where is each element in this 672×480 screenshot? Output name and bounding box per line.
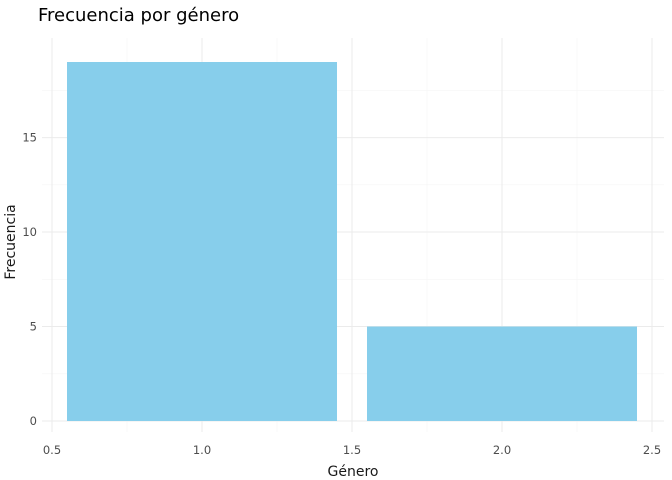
bar-2 xyxy=(367,326,637,421)
bars xyxy=(67,62,637,421)
x-tick-label: 0.5 xyxy=(43,443,61,457)
x-tick-label: 2.0 xyxy=(493,443,511,457)
x-axis-title: Género xyxy=(328,464,379,480)
y-tick-label: 5 xyxy=(30,320,37,334)
y-tick-label: 0 xyxy=(30,414,37,428)
y-tick-label: 10 xyxy=(22,225,37,239)
chart-title: Frecuencia por género xyxy=(38,5,240,26)
y-axis-tick-labels: 0 5 10 15 xyxy=(22,131,37,428)
bar-1 xyxy=(67,62,337,421)
x-tick-label: 2.5 xyxy=(643,443,661,457)
x-tick-label: 1.5 xyxy=(343,443,361,457)
y-tick-label: 15 xyxy=(22,131,37,145)
x-axis-tick-labels: 0.5 1.0 1.5 2.0 2.5 xyxy=(43,443,661,457)
y-axis-title: Frecuencia xyxy=(3,204,19,279)
x-tick-label: 1.0 xyxy=(193,443,211,457)
